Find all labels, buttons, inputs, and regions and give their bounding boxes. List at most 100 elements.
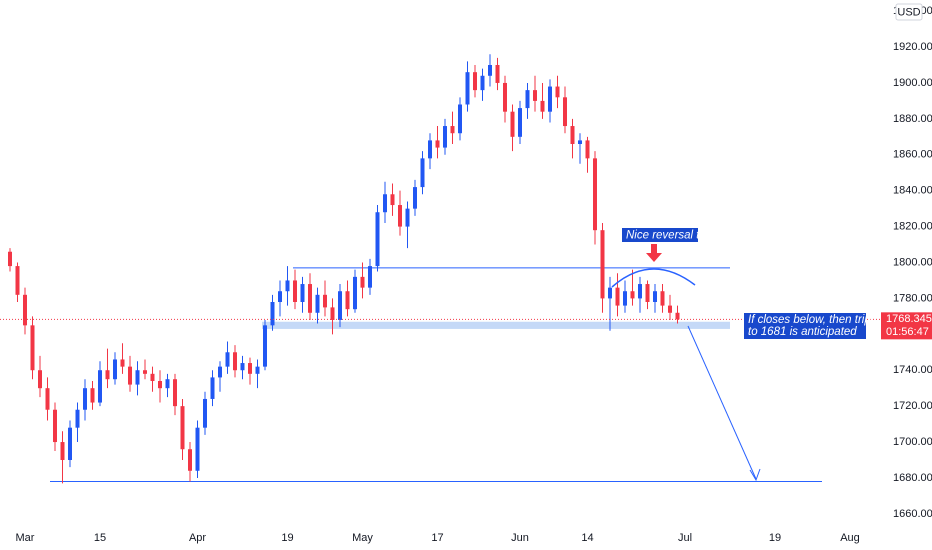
candle-body [623, 291, 627, 306]
candle-body [495, 64, 500, 83]
candle-body [578, 140, 582, 144]
candle-body [390, 194, 395, 206]
price-tag-countdown: 01:56:47 [886, 326, 929, 338]
x-tick-label: 19 [281, 532, 293, 544]
candle-body [173, 379, 177, 407]
candle-body [615, 287, 620, 306]
x-tick-label: 17 [431, 532, 443, 544]
reversal-arc [611, 268, 696, 288]
y-tick-label: 1740.000 [893, 364, 932, 376]
candle-body [375, 212, 380, 267]
candle-body [488, 64, 492, 76]
x-tick-label: 19 [769, 532, 781, 544]
candle-body [480, 75, 485, 91]
x-tick-label: Apr [189, 532, 206, 544]
candle-body [113, 359, 117, 380]
candle-body [293, 280, 297, 303]
price-tag-value: 1768.345 [886, 313, 932, 325]
x-tick-label: 15 [94, 532, 106, 544]
annotation-text: If closes below, then trip [748, 314, 871, 326]
candle-body [473, 72, 477, 91]
candle-body [225, 352, 230, 367]
x-tick-label: May [352, 532, 373, 544]
candle-body [638, 284, 642, 299]
candle-body [270, 302, 275, 326]
candle-body [75, 409, 80, 428]
candle-body [255, 366, 260, 374]
y-tick-label: 1800.000 [893, 256, 932, 268]
candle-body [345, 291, 350, 310]
candle-body [143, 370, 147, 374]
candle-body [285, 280, 290, 292]
candle-body [675, 312, 680, 320]
candle-body [218, 366, 222, 378]
candle-body [510, 111, 515, 137]
candle-body [413, 187, 417, 209]
candle-body [555, 86, 560, 98]
candle-body [323, 294, 327, 308]
candle-body [30, 325, 35, 371]
projection-head [749, 468, 761, 482]
y-tick-label: 1660.000 [893, 508, 932, 520]
y-tick-label: 1700.000 [893, 436, 932, 448]
candle-body [600, 230, 605, 299]
candle-body [585, 140, 590, 159]
candle-body [128, 366, 132, 385]
candle-body [278, 291, 282, 303]
candle-body [533, 90, 537, 101]
y-tick-label: 1720.000 [893, 400, 932, 412]
candle-body [60, 442, 65, 461]
candle-body [23, 294, 27, 326]
candle-body [593, 158, 597, 231]
candle-body [263, 325, 267, 367]
candle-body [458, 104, 462, 134]
currency-box [895, 3, 923, 21]
candle-body [135, 370, 140, 385]
candle-body [68, 427, 72, 461]
candle-body [188, 449, 192, 471]
candle-body [248, 363, 252, 374]
candle-body [660, 291, 665, 306]
candle-body [98, 370, 102, 403]
candle-body [105, 370, 110, 380]
candle-body [83, 388, 87, 410]
down-arrow [646, 244, 662, 262]
annotation-text: Nice reversal top [626, 230, 713, 242]
y-tick-label: 1820.000 [893, 220, 932, 232]
annotation-box [744, 313, 866, 339]
candle-body [608, 287, 612, 299]
price-tag [881, 312, 932, 340]
x-tick-label: Mar [16, 532, 35, 544]
candle-body [180, 406, 185, 450]
candle-body [368, 266, 372, 288]
candle-body [203, 398, 207, 428]
candle-body [525, 90, 530, 109]
annotation-text: to 1681 is anticipated [748, 326, 857, 338]
candle-body [120, 359, 125, 367]
candle-body [653, 291, 657, 303]
candle-body [38, 370, 42, 389]
candle-body [570, 126, 575, 144]
x-tick-label: Aug [840, 532, 860, 544]
candle-body [360, 276, 365, 288]
currency-label: USD [897, 6, 920, 18]
candle-body [548, 86, 552, 112]
candle-body [443, 126, 447, 148]
candle-body [435, 140, 440, 148]
candle-body [15, 266, 20, 295]
y-tick-label: 1860.000 [893, 149, 932, 161]
candle-body [630, 291, 635, 299]
candle-body [210, 377, 215, 399]
candle-body [668, 305, 672, 313]
candle-body [563, 97, 567, 127]
candle-body [405, 208, 410, 227]
candle-body [465, 72, 470, 105]
y-tick-label: 1780.000 [893, 292, 932, 304]
projection-line [687, 325, 757, 480]
y-tick-label: 1680.000 [893, 472, 932, 484]
x-tick-label: 14 [581, 532, 593, 544]
candle-body [420, 158, 425, 188]
candle-body [330, 307, 335, 320]
candle-body [645, 284, 650, 303]
